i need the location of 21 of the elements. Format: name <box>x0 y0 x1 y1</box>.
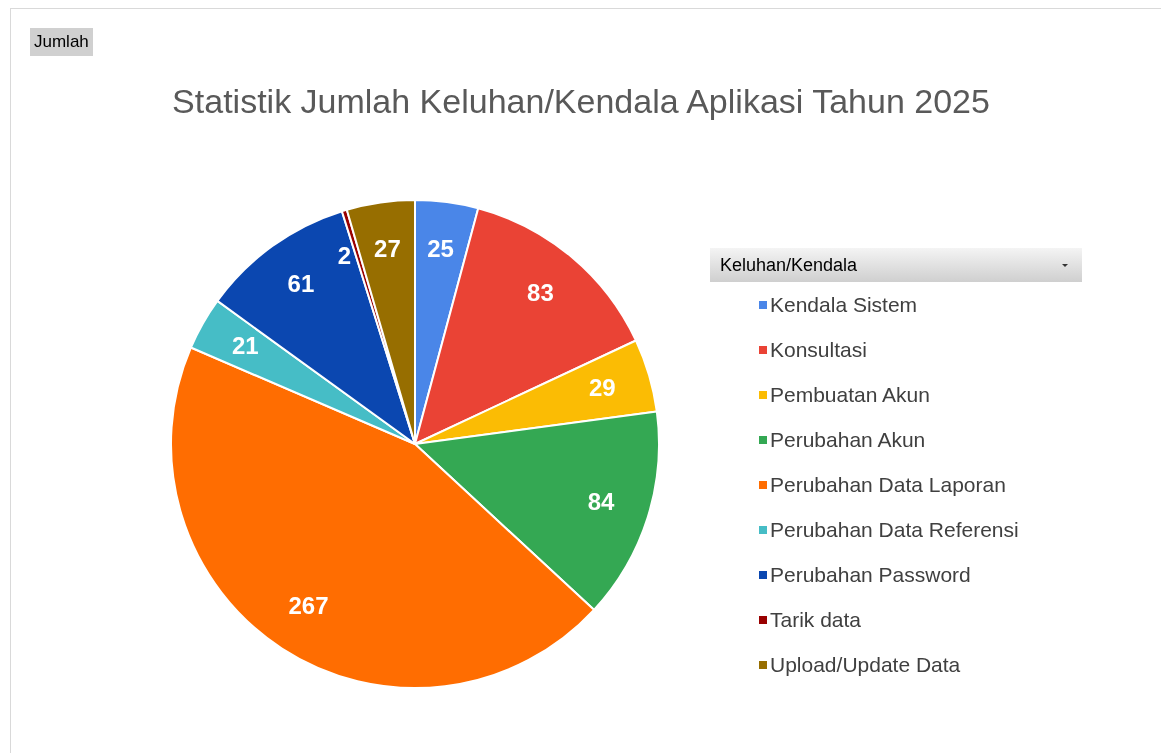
data-label: 25 <box>427 235 454 263</box>
data-label: 21 <box>231 332 259 360</box>
data-label: 84 <box>587 487 616 515</box>
legend-label: Pembuatan Akun <box>770 383 930 406</box>
legend-label: Perubahan Data Referensi <box>770 518 1019 541</box>
text: Jumlah <box>30 28 93 56</box>
legend-title: Keluhan/Kendala <box>720 255 858 275</box>
legend-label: Kendala Sistem <box>770 293 918 316</box>
data-label: 2 <box>337 241 352 269</box>
data-label: 61 <box>287 270 315 298</box>
chart-title: Statistik Jumlah Keluhan/Kendala Aplikasi Tahun 2025 <box>171 82 991 121</box>
data-label: 27 <box>374 235 401 263</box>
legend-label: Tarik data <box>770 608 862 631</box>
legend-label: Perubahan Akun <box>770 428 926 451</box>
data-label: 267 <box>288 592 329 620</box>
data-label: 29 <box>588 373 616 401</box>
legend-label: Perubahan Data Laporan <box>770 473 1006 496</box>
legend-label: Upload/Update Data <box>770 653 961 676</box>
legend-label: Perubahan Password <box>770 563 971 586</box>
data-label: 83 <box>527 279 554 307</box>
legend-label: Konsultasi <box>770 338 867 361</box>
